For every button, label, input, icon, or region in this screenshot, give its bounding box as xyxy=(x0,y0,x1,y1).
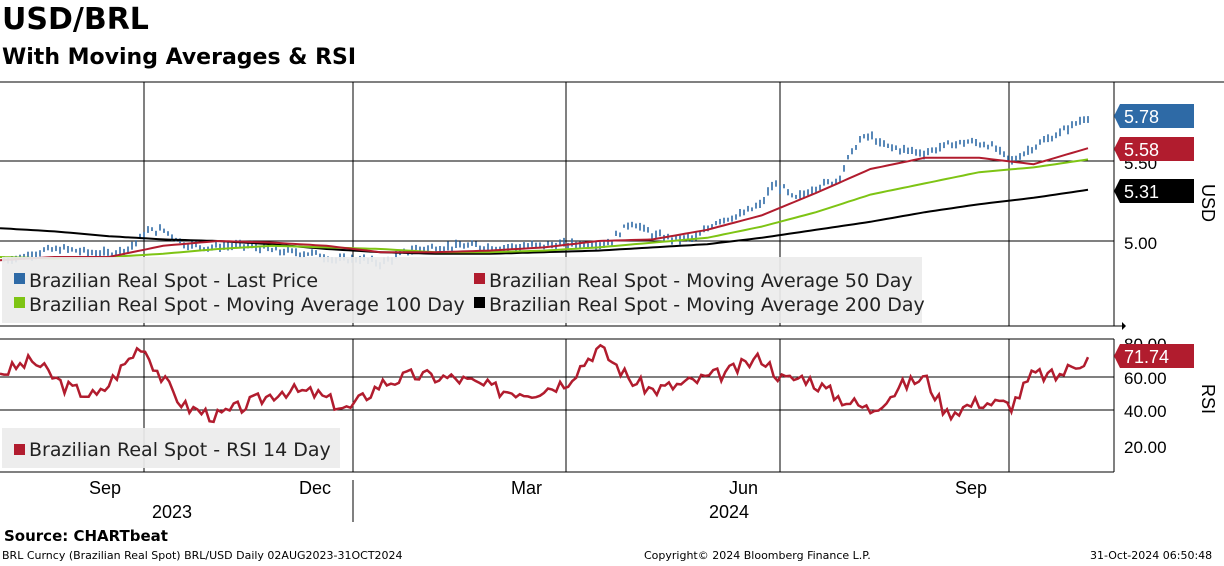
footer-copyright: Copyright© 2024 Bloomberg Finance L.P. xyxy=(644,549,871,562)
xtick-mar-2024: Mar xyxy=(511,478,542,498)
legend-ma50: Brazilian Real Spot - Moving Average 50 … xyxy=(489,270,913,292)
footer-ticker: BRL Curncy (Brazilian Real Spot) BRL/USD… xyxy=(2,549,403,562)
rsi-legend: Brazilian Real Spot - RSI 14 Day xyxy=(2,428,340,468)
ytick-40: 40.00 xyxy=(1124,402,1167,421)
rsi-panel: 80.00 60.00 40.00 20.00 71.74 RSI Brazil… xyxy=(0,335,1218,473)
x-axis: Sep Dec Mar Jun Sep 2023 2024 xyxy=(89,478,987,522)
badge-ma200-text: 5.31 xyxy=(1124,182,1159,202)
legend-swatch-ma50 xyxy=(474,273,485,284)
badge-ma50: 5.58 xyxy=(1114,137,1194,161)
legend-swatch-price xyxy=(14,273,25,284)
footer-timestamp: 31-Oct-2024 06:50:48 xyxy=(1090,549,1213,562)
rsi-axis-label: RSI xyxy=(1198,384,1218,414)
ma50-line xyxy=(0,147,1089,262)
badge-ma50-text: 5.58 xyxy=(1124,140,1159,160)
badge-rsi-text: 71.74 xyxy=(1124,347,1169,367)
legend-swatch-rsi xyxy=(14,444,25,455)
xgroup-2023: 2023 xyxy=(152,502,192,522)
xtick-sep-2023: Sep xyxy=(89,478,121,498)
legend-swatch-ma100 xyxy=(14,297,25,308)
xtick-jun-2024: Jun xyxy=(729,478,758,498)
badge-price-text: 5.78 xyxy=(1124,107,1159,127)
badge-rsi: 71.74 xyxy=(1114,344,1194,368)
rsi-line xyxy=(0,343,1090,424)
chart-subtitle: With Moving Averages & RSI xyxy=(2,45,357,70)
legend-swatch-ma200 xyxy=(474,297,485,308)
chart-title: USD/BRL xyxy=(2,2,149,37)
legend-price: Brazilian Real Spot - Last Price xyxy=(29,270,318,292)
badge-ma200: 5.31 xyxy=(1114,179,1194,203)
ytick-60: 60.00 xyxy=(1124,369,1167,388)
legend-ma200: Brazilian Real Spot - Moving Average 200… xyxy=(489,294,925,316)
xgroup-2024: 2024 xyxy=(709,502,749,522)
ma200-line xyxy=(0,188,1089,255)
price-axis-label: USD xyxy=(1198,184,1218,222)
xtick-dec-2023: Dec xyxy=(299,478,331,498)
price-panel: 5.50 5.00 5.78 5.58 5.31 USD Brazilian R… xyxy=(0,81,1224,330)
source-label: Source: CHARTbeat xyxy=(4,527,168,545)
legend-ma100: Brazilian Real Spot - Moving Average 100… xyxy=(29,294,465,316)
ytick-5.00: 5.00 xyxy=(1124,234,1157,253)
price-legend: Brazilian Real Spot - Last Price Brazili… xyxy=(2,257,925,323)
badge-price: 5.78 xyxy=(1114,104,1194,128)
ma100-line xyxy=(0,158,1089,260)
xtick-sep-2024: Sep xyxy=(955,478,987,498)
ytick-20: 20.00 xyxy=(1124,438,1167,457)
legend-rsi: Brazilian Real Spot - RSI 14 Day xyxy=(29,439,331,461)
